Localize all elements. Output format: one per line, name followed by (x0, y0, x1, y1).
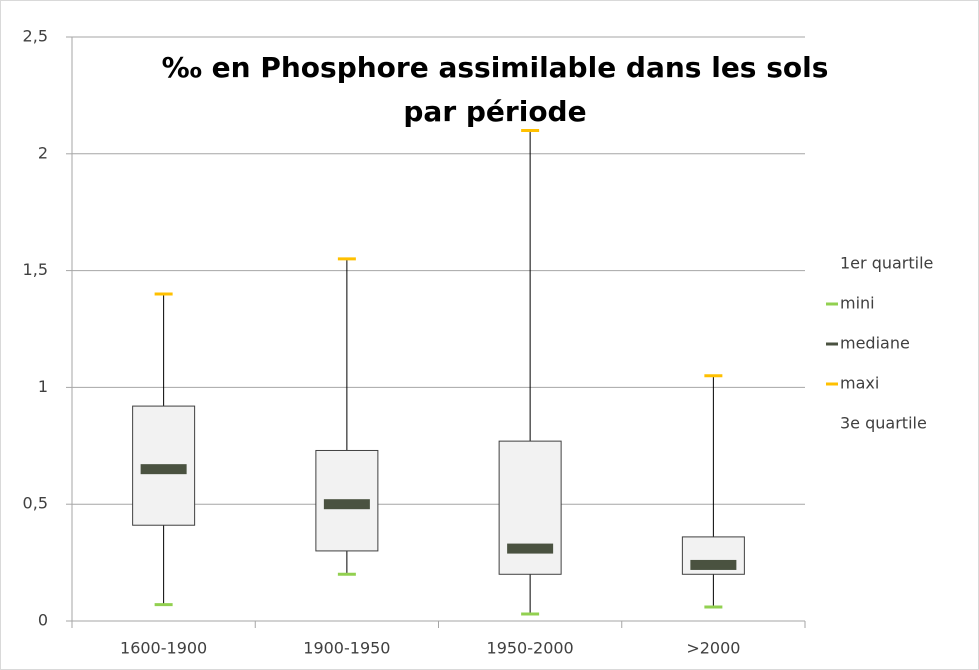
x-tick-label: >2000 (686, 639, 740, 658)
y-tick-label: 0,5 (23, 494, 48, 513)
y-tick-label: 2 (38, 143, 48, 162)
median-marker (690, 559, 737, 570)
y-tick-label: 1,5 (23, 260, 48, 279)
chart-title: ‰ en Phosphore assimilable dans les sols… (161, 51, 829, 128)
x-tick-label: 1600-1900 (120, 639, 207, 658)
x-tick-label: 1900-1950 (303, 639, 390, 658)
median-marker (323, 499, 370, 510)
legend-label: 1er quartile (840, 254, 933, 273)
box (498, 440, 562, 575)
legend-label: mini (840, 294, 875, 313)
legend-label: 3e quartile (840, 414, 927, 433)
y-tick-label: 0 (38, 611, 48, 630)
x-tick-label: 1950-2000 (487, 639, 574, 658)
y-tick-label: 2,5 (23, 27, 48, 46)
legend-label: mediane (840, 334, 910, 353)
legend-label: maxi (840, 374, 879, 393)
median-marker (507, 543, 554, 554)
median-marker (140, 464, 187, 475)
y-tick-label: 1 (38, 377, 48, 396)
